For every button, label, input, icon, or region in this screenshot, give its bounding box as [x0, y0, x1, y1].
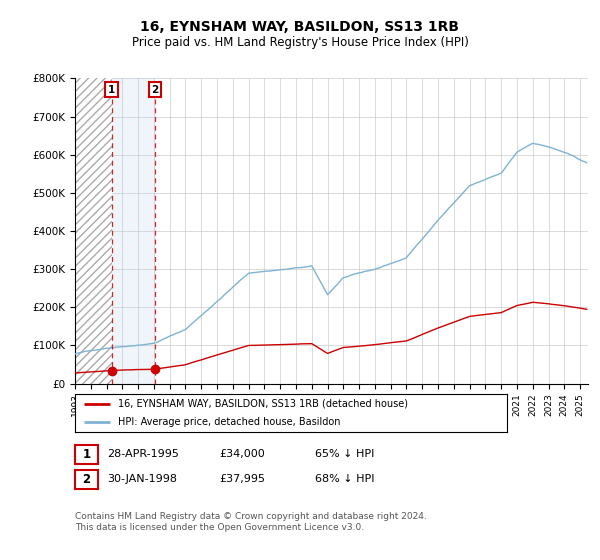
Text: 28-APR-1995: 28-APR-1995: [107, 449, 179, 459]
Bar: [75, 78, 112, 384]
Text: 2: 2: [82, 473, 91, 486]
Text: Contains HM Land Registry data © Crown copyright and database right 2024.
This d: Contains HM Land Registry data © Crown c…: [75, 512, 427, 532]
Text: 68% ↓ HPI: 68% ↓ HPI: [315, 474, 374, 484]
Text: 16, EYNSHAM WAY, BASILDON, SS13 1RB: 16, EYNSHAM WAY, BASILDON, SS13 1RB: [140, 20, 460, 34]
Text: £34,000: £34,000: [219, 449, 265, 459]
Text: Price paid vs. HM Land Registry's House Price Index (HPI): Price paid vs. HM Land Registry's House …: [131, 36, 469, 49]
Text: 30-JAN-1998: 30-JAN-1998: [107, 474, 177, 484]
Bar: [112, 78, 155, 384]
Text: 1: 1: [108, 85, 115, 95]
Text: 65% ↓ HPI: 65% ↓ HPI: [315, 449, 374, 459]
Text: 1: 1: [82, 447, 91, 461]
Text: 2: 2: [152, 85, 159, 95]
Text: £37,995: £37,995: [219, 474, 265, 484]
Text: 16, EYNSHAM WAY, BASILDON, SS13 1RB (detached house): 16, EYNSHAM WAY, BASILDON, SS13 1RB (det…: [118, 399, 408, 409]
Text: HPI: Average price, detached house, Basildon: HPI: Average price, detached house, Basi…: [118, 417, 341, 427]
